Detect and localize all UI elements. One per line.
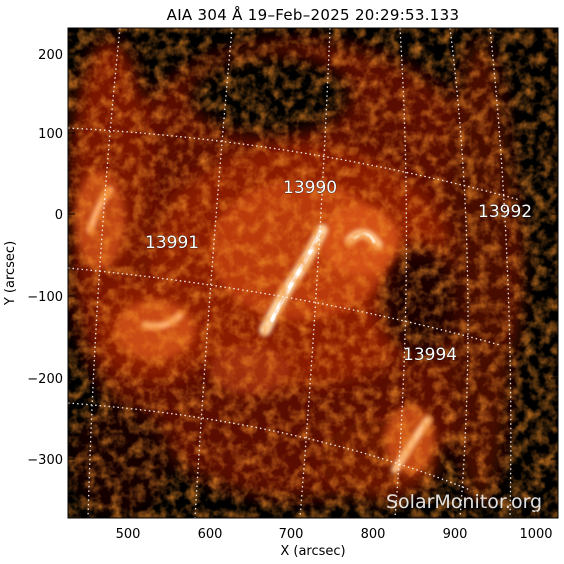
x-tick-label: 800: [361, 527, 386, 542]
y-tick-label: −100: [27, 290, 63, 305]
active-region-13992-label: 13992: [478, 202, 532, 222]
y-tick-label: 0: [55, 208, 63, 223]
y-axis-tick-labels: 200 100 0 −100 −200 −300: [27, 48, 63, 468]
y-axis-ticks: [68, 53, 558, 460]
x-tick-label: 500: [116, 527, 141, 542]
x-tick-label: 700: [279, 527, 304, 542]
x-axis-label: X (arcsec): [280, 544, 345, 559]
image-title: AIA 304 Å 19–Feb–2025 20:29:53.133: [166, 6, 460, 24]
active-region-13990-label: 13990: [283, 178, 337, 198]
y-tick-label: 200: [38, 48, 63, 63]
y-tick-label: −300: [27, 453, 63, 468]
heliographic-grid: [68, 28, 521, 518]
active-region-13994-label: 13994: [403, 345, 457, 365]
x-axis-ticks: [127, 28, 537, 518]
x-tick-label: 1000: [519, 527, 552, 542]
watermark-text: SolarMonitor.org: [386, 491, 542, 513]
y-tick-label: −200: [27, 372, 63, 387]
y-tick-label: 100: [38, 127, 63, 142]
x-axis-tick-labels: 500 600 700 800 900 1000: [116, 527, 553, 542]
y-axis-label: Y (arcsec): [3, 241, 18, 306]
active-region-13991-label: 13991: [145, 233, 199, 253]
solar-image: 13990 13991 13992 13994 SolarMonitor.org: [68, 28, 558, 518]
x-tick-label: 600: [198, 527, 223, 542]
x-tick-label: 900: [443, 527, 468, 542]
plot-frame: [67, 27, 559, 519]
